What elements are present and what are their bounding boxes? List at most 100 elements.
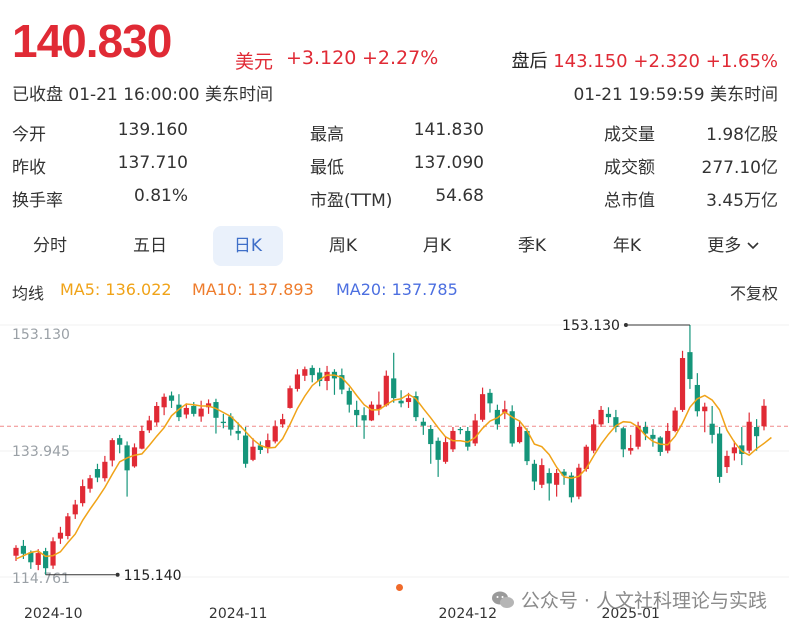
- candle-body: [250, 446, 256, 460]
- tab-quarterly-k[interactable]: 季K: [517, 236, 547, 256]
- pe-value: 54.68: [435, 186, 484, 206]
- candle-body: [35, 553, 41, 565]
- candle-body: [665, 430, 671, 451]
- low-value: 137.090: [413, 153, 484, 173]
- min-annotation-dot: [115, 572, 120, 577]
- currency-unit: 美元: [235, 51, 274, 73]
- tab-monthly-k[interactable]: 月K: [422, 236, 452, 256]
- candle-body: [154, 405, 160, 423]
- candle-body: [191, 405, 197, 414]
- market-cap-value: 3.45万亿: [706, 191, 778, 211]
- candle-body: [405, 398, 412, 403]
- candle-body: [554, 472, 560, 485]
- tab-intraday[interactable]: 分时: [33, 236, 67, 256]
- volume-label: 成交量: [604, 125, 655, 145]
- candle-body: [324, 371, 330, 382]
- high-value: 141.830: [413, 120, 484, 140]
- candle-body: [716, 433, 723, 477]
- candle-body: [761, 405, 767, 427]
- max-annotation-dot: [623, 323, 628, 327]
- candle-body: [309, 367, 315, 376]
- candle-body: [65, 516, 71, 537]
- ma5-legend: MA5: 136.022: [60, 280, 172, 299]
- candle-body: [487, 392, 493, 404]
- candle-body: [80, 486, 86, 504]
- price-change: +3.120: [286, 47, 357, 69]
- after-hours-time: 01-21 19:59:59 美东时间: [573, 85, 778, 105]
- candle-body: [272, 426, 278, 442]
- x-tick-label: 2025-01: [601, 606, 660, 622]
- after-hours-percent: +1.65%: [705, 51, 778, 72]
- market-status: 已收盘 01-21 16:00:00 美东时间: [12, 85, 273, 105]
- candle-body: [583, 446, 589, 470]
- candle-body: [183, 407, 189, 415]
- watermark: 公众号 · 人文社科理论与实践: [491, 586, 767, 613]
- candle-body: [539, 465, 545, 485]
- x-tick-label: 2024-11: [209, 606, 268, 622]
- candle-body: [280, 419, 286, 425]
- candle-body: [220, 421, 226, 424]
- candle-body: [94, 469, 101, 478]
- candle-body: [117, 438, 123, 445]
- candle-body: [605, 413, 612, 418]
- amount-value: 277.10亿: [701, 158, 778, 178]
- candle-body: [502, 409, 508, 413]
- candle-body: [398, 400, 404, 404]
- candle-body: [28, 552, 34, 563]
- candle-body: [679, 358, 686, 410]
- candle-body: [43, 551, 49, 569]
- candle-body: [294, 374, 301, 389]
- max-annotation-label: 153.130: [562, 318, 620, 334]
- pe-label: 市盈(TTM): [310, 191, 393, 211]
- tab-more[interactable]: 更多: [698, 226, 768, 266]
- candle-body: [635, 425, 641, 447]
- candle-body: [435, 440, 441, 460]
- ma20-legend: MA20: 137.785: [336, 280, 458, 299]
- candle-body: [339, 375, 345, 390]
- tab-more-label: 更多: [707, 236, 742, 256]
- candle-body: [139, 430, 145, 449]
- tab-weekly-k[interactable]: 周K: [328, 236, 358, 256]
- candle-body: [161, 396, 167, 408]
- candle-body: [257, 445, 263, 450]
- candle-body: [591, 424, 597, 451]
- candle-body: [57, 532, 64, 539]
- candle-body: [213, 402, 219, 418]
- candle-body: [383, 375, 389, 406]
- candle-body: [376, 404, 382, 410]
- candle-body: [702, 406, 708, 412]
- candle-body: [472, 420, 478, 444]
- adjust-selector[interactable]: 不复权: [729, 284, 778, 303]
- y-tick-label: 114.761: [12, 571, 70, 587]
- candle-body: [509, 411, 515, 444]
- tab-daily-k[interactable]: 日K: [213, 226, 283, 266]
- candle-body: [613, 417, 619, 427]
- y-tick-label: 153.130: [12, 327, 70, 343]
- candle-body: [131, 447, 138, 467]
- open-label: 今开: [12, 125, 46, 145]
- kline-chart[interactable]: 153.130 133.945 114.761 153.130 115.140 2024…: [0, 310, 789, 630]
- after-hours-change: +2.320: [633, 51, 700, 72]
- after-hours-price: 143.150: [553, 51, 628, 72]
- candle-body: [50, 541, 56, 566]
- candle-body: [687, 352, 693, 380]
- prev-close-label: 昨收: [12, 158, 46, 178]
- candle-body: [457, 428, 463, 431]
- candle-body: [235, 430, 241, 434]
- volume-value: 1.98亿股: [706, 125, 778, 145]
- candle-body: [753, 426, 760, 437]
- candle-body: [465, 430, 471, 447]
- candle-body: [442, 442, 449, 462]
- high-label: 最高: [310, 125, 344, 145]
- candle-body: [87, 478, 93, 489]
- x-tick-label: 2024-10: [24, 606, 83, 622]
- tab-five-day[interactable]: 五日: [133, 236, 167, 256]
- tab-yearly-k[interactable]: 年K: [612, 236, 642, 256]
- candle-body: [242, 435, 249, 464]
- low-label: 最低: [310, 158, 344, 178]
- candle-body: [102, 461, 108, 479]
- candle-body: [302, 369, 308, 376]
- candle-body: [546, 472, 552, 484]
- candle-body: [228, 416, 234, 430]
- ma10-legend: MA10: 137.893: [192, 280, 314, 299]
